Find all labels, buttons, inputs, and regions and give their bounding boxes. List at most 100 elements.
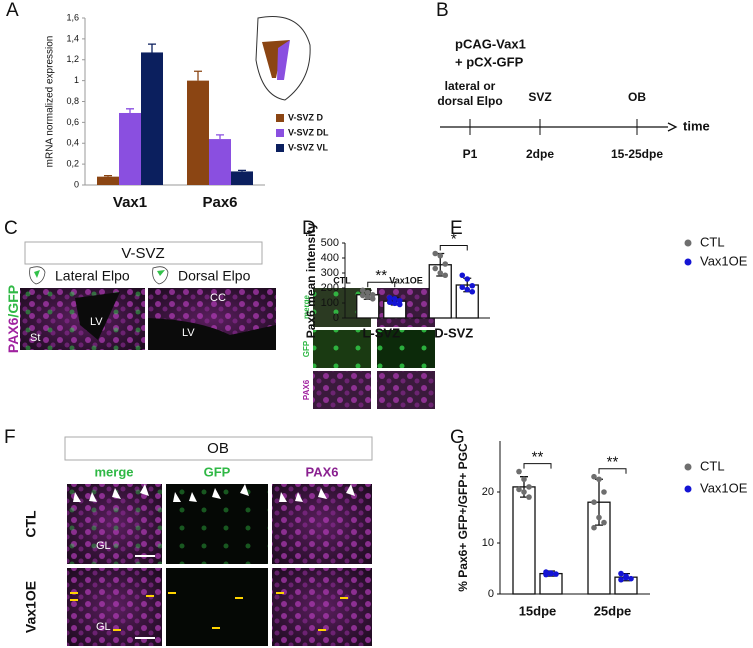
row-label: Vax1OE — [23, 581, 39, 633]
y-tick-label: 0,8 — [66, 96, 79, 106]
ventricle — [148, 318, 276, 350]
bar — [209, 139, 231, 185]
legend-swatch — [684, 239, 692, 247]
x-tick-label: Vax1 — [113, 194, 147, 211]
significance-bracket — [523, 463, 552, 469]
data-point — [442, 261, 449, 267]
y-tick-label: 200 — [321, 282, 339, 294]
stain: PAX6 — [5, 317, 21, 353]
data-point — [596, 476, 602, 483]
bar — [231, 171, 253, 185]
significance-label: ** — [532, 449, 544, 466]
column-label: GFP — [204, 464, 231, 479]
data-point — [526, 484, 532, 490]
legend-label: CTL — [700, 234, 725, 249]
y-tick-label: 0,4 — [66, 138, 79, 148]
row-label: CTL — [23, 510, 39, 538]
panel-label: D — [302, 218, 316, 239]
error-bar — [216, 134, 224, 140]
significance-label: * — [451, 230, 457, 247]
event-time: P1 — [463, 147, 478, 161]
legend-swatch — [276, 129, 284, 137]
data-point — [396, 301, 403, 308]
data-point — [432, 250, 439, 257]
error-bar — [104, 174, 112, 177]
data-point — [464, 276, 471, 282]
y-tick-label: 0 — [488, 588, 494, 600]
event-time: 2dpe — [526, 147, 554, 161]
data-point — [521, 489, 527, 495]
panel-label: C — [4, 218, 18, 239]
region-label: OB — [207, 440, 229, 457]
x-tick-label: D-SVZ — [434, 325, 473, 340]
data-point — [521, 476, 527, 483]
image-title: Lateral Elpo — [55, 268, 130, 284]
image-label: LV — [90, 316, 103, 328]
error-bar — [194, 70, 202, 81]
data-point — [623, 574, 629, 581]
data-point — [628, 575, 634, 582]
data-point — [464, 286, 471, 293]
significance-label: ** — [607, 454, 619, 471]
y-tick-label: 0 — [333, 312, 339, 324]
data-point — [516, 486, 522, 493]
data-point — [432, 265, 439, 272]
data-point — [391, 300, 398, 307]
error-bar — [238, 169, 246, 172]
y-tick-label: 1,4 — [66, 33, 79, 43]
legend-swatch — [276, 144, 284, 152]
region-label: V-SVZ — [121, 245, 164, 262]
image-label: CC — [210, 292, 226, 304]
significance-bracket — [598, 468, 627, 474]
data-point — [618, 576, 624, 583]
x-tick-label: L-SVZ — [362, 325, 400, 340]
panel-label: F — [4, 427, 16, 448]
ventricle — [75, 292, 120, 340]
brain-icon — [255, 16, 311, 101]
y-axis-label: mRNA normalized expression — [45, 36, 56, 168]
event: OB — [628, 90, 646, 104]
y-tick-label: 1,6 — [66, 12, 79, 22]
row-label: PAX6 — [302, 379, 311, 400]
column-label: merge — [94, 464, 133, 479]
data-point — [437, 252, 444, 259]
y-tick-label: 0,2 — [66, 159, 79, 169]
data-point — [516, 468, 522, 475]
construct: + pCX-GFP — [455, 54, 524, 69]
bar — [97, 176, 119, 185]
y-axis-label: Pax6 mean intensity — [304, 222, 318, 338]
image-title: Dorsal Elpo — [178, 268, 251, 284]
legend-label: V-SVZ DL — [288, 127, 329, 137]
panel-label: E — [450, 218, 463, 239]
bar — [187, 80, 209, 185]
y-tick-label: 100 — [321, 297, 339, 309]
x-tick-label: Pax6 — [202, 194, 237, 211]
data-point — [591, 524, 597, 531]
row-label: GFP — [302, 340, 311, 357]
data-point — [369, 291, 376, 298]
data-point — [591, 499, 597, 506]
significance-bracket — [367, 281, 396, 288]
image-label: St — [30, 332, 40, 344]
y-tick-label: 1 — [74, 75, 79, 85]
data-point — [459, 272, 466, 279]
y-tick-label: 400 — [321, 252, 339, 264]
legend-label: Vax1OE — [700, 253, 748, 268]
data-point — [442, 272, 449, 279]
y-tick-label: 300 — [321, 267, 339, 279]
y-tick-label: 20 — [482, 486, 494, 498]
bar — [119, 112, 141, 185]
panel-label: A — [6, 0, 19, 21]
micrograph-grid — [67, 484, 372, 646]
layer-label: GL — [96, 540, 111, 552]
legend-swatch — [684, 258, 692, 266]
bar — [512, 486, 536, 595]
data-point — [459, 284, 466, 291]
y-tick-label: 10 — [482, 537, 494, 549]
data-point — [437, 270, 444, 276]
region-box — [24, 241, 263, 265]
layer-label: GL — [96, 621, 111, 633]
data-point — [591, 473, 597, 480]
construct: pCAG-Vax1 — [455, 36, 526, 51]
